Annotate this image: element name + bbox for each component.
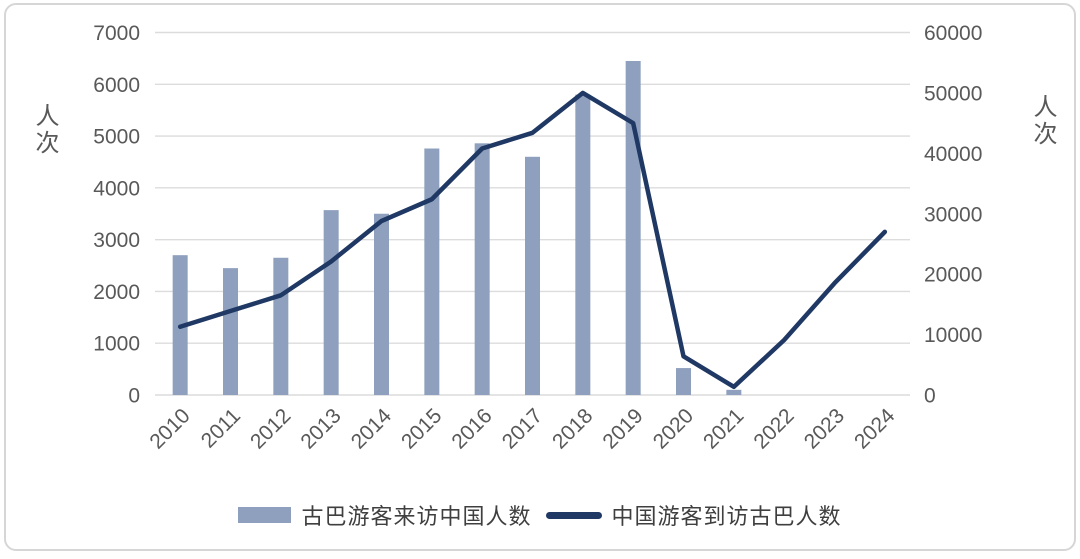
x-axis-label-2015: 2015 <box>397 404 446 453</box>
right-axis-tick-label: 20000 <box>924 264 982 287</box>
right-axis-tick-label: 50000 <box>924 82 982 105</box>
bar-2015 <box>424 148 440 395</box>
x-axis-label-2020: 2020 <box>649 404 698 453</box>
bar-2012 <box>273 257 289 395</box>
bar-2014 <box>374 213 389 395</box>
left-axis-tick-label: 4000 <box>93 177 140 200</box>
tourists-line <box>177 90 888 390</box>
right-axis-tick-label: 0 <box>924 385 936 408</box>
right-axis-tick-label: 40000 <box>924 143 982 166</box>
bar-2016 <box>474 143 490 395</box>
left-axis-tick-label: 6000 <box>93 74 140 97</box>
x-axis-label-2012: 2012 <box>246 404 295 453</box>
left-axis-tick-label: 0 <box>128 385 140 408</box>
left-axis-tick-label: 7000 <box>93 22 140 45</box>
x-axis-label-2017: 2017 <box>498 404 547 453</box>
bar-2017 <box>525 156 540 395</box>
left-axis-tick-label: 5000 <box>93 126 140 149</box>
bar-2020 <box>676 368 691 395</box>
left-axis-tick-label: 3000 <box>93 229 140 252</box>
x-axis-label-2024: 2024 <box>850 404 900 454</box>
chart-legend: 古巴游客来访中国人数 中国游客到访古巴人数 <box>0 499 1080 531</box>
bar-2021 <box>726 389 742 395</box>
legend-line-swatch <box>545 511 602 519</box>
bar-2018 <box>575 94 591 396</box>
x-axis-label-2018: 2018 <box>548 404 597 453</box>
right-axis-tick-label: 30000 <box>924 203 982 226</box>
x-axis-label-2011: 2011 <box>197 404 245 452</box>
right-axis-title: 人次 <box>1029 94 1056 148</box>
bar-2019 <box>625 60 641 395</box>
left-axis-title: 人次 <box>31 103 58 157</box>
x-axis-label-2023: 2023 <box>800 404 849 453</box>
x-axis-label-2022: 2022 <box>749 404 798 453</box>
legend-bar-label: 古巴游客来访中国人数 <box>301 504 532 529</box>
x-axis-label-2010: 2010 <box>145 404 194 453</box>
legend-bar-swatch <box>238 507 292 523</box>
bar-2013 <box>323 210 339 395</box>
x-axis-label-2013: 2013 <box>296 404 345 453</box>
x-axis-label-2014: 2014 <box>347 404 397 454</box>
right-axis-tick-label: 60000 <box>924 22 982 45</box>
bar-2011 <box>223 268 238 395</box>
x-axis-label-2021: 2021 <box>699 404 748 453</box>
legend-line-label: 中国游客到访古巴人数 <box>611 504 842 529</box>
left-axis-tick-label: 2000 <box>93 281 140 304</box>
x-axis-label-2019: 2019 <box>598 404 647 453</box>
left-axis-tick-label: 1000 <box>93 333 140 356</box>
right-axis-tick-label: 10000 <box>924 324 982 347</box>
x-axis-label-2016: 2016 <box>447 404 496 453</box>
